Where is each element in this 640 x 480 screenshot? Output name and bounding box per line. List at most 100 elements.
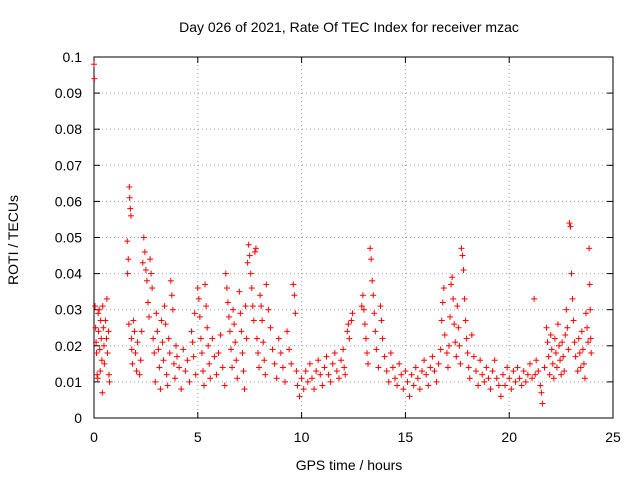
x-tick-label: 5 xyxy=(194,429,202,445)
x-tick-label: 25 xyxy=(605,429,621,445)
chart-title: Day 026 of 2021, Rate Of TEC Index for r… xyxy=(179,19,519,35)
data-point xyxy=(456,342,463,349)
data-point xyxy=(126,194,133,201)
data-point xyxy=(105,371,112,378)
data-point xyxy=(130,317,137,324)
data-point xyxy=(260,339,267,346)
y-tick-label: 0.05 xyxy=(55,230,82,246)
data-point xyxy=(259,317,266,324)
data-point xyxy=(567,223,574,230)
data-point xyxy=(194,285,201,292)
data-point xyxy=(142,266,149,273)
data-point xyxy=(293,368,300,375)
x-tick-label: 10 xyxy=(294,429,310,445)
data-point xyxy=(365,360,372,367)
data-point xyxy=(560,353,567,360)
data-point xyxy=(231,321,238,328)
data-point xyxy=(209,335,216,342)
data-point xyxy=(437,346,444,353)
data-point xyxy=(246,252,253,259)
data-point xyxy=(571,339,578,346)
data-point xyxy=(213,371,220,378)
data-point xyxy=(470,353,477,360)
data-point xyxy=(504,364,511,371)
axis-ticks xyxy=(93,56,614,419)
data-point xyxy=(475,382,482,389)
data-point xyxy=(524,371,531,378)
data-point xyxy=(583,310,590,317)
data-point xyxy=(360,306,367,313)
data-point xyxy=(580,360,587,367)
data-point xyxy=(240,368,247,375)
data-point xyxy=(321,364,328,371)
data-point xyxy=(238,328,245,335)
data-point xyxy=(427,364,434,371)
data-point xyxy=(98,357,105,364)
data-point xyxy=(489,368,496,375)
data-point xyxy=(147,256,154,263)
data-point xyxy=(198,350,205,357)
data-point xyxy=(151,350,158,357)
data-point xyxy=(204,324,211,331)
data-point xyxy=(291,292,298,299)
data-point xyxy=(191,310,198,317)
data-point xyxy=(479,371,486,378)
data-point xyxy=(406,393,413,400)
data-point xyxy=(563,306,570,313)
data-point xyxy=(584,324,591,331)
data-point xyxy=(93,339,100,346)
data-point xyxy=(576,350,583,357)
data-point xyxy=(102,317,109,324)
data-point xyxy=(136,371,143,378)
data-point xyxy=(277,350,284,357)
data-point xyxy=(100,324,107,331)
data-point xyxy=(379,335,386,342)
data-point xyxy=(95,328,102,335)
data-point xyxy=(472,368,479,375)
data-point xyxy=(300,386,307,393)
data-point xyxy=(419,368,426,375)
data-point xyxy=(485,375,492,382)
data-point xyxy=(127,212,134,219)
data-point xyxy=(143,277,150,284)
data-point xyxy=(362,335,369,342)
data-point xyxy=(392,375,399,382)
data-point xyxy=(368,256,375,263)
data-point xyxy=(327,378,334,385)
data-point xyxy=(537,382,544,389)
data-point xyxy=(215,350,222,357)
data-point xyxy=(124,270,131,277)
data-point xyxy=(363,350,370,357)
data-point xyxy=(304,378,311,385)
data-point xyxy=(92,324,99,331)
data-point xyxy=(197,335,204,342)
data-point xyxy=(140,234,147,241)
data-point xyxy=(245,241,252,248)
data-point xyxy=(526,360,533,367)
data-point xyxy=(313,368,320,375)
data-point xyxy=(543,324,550,331)
data-point xyxy=(385,378,392,385)
data-point xyxy=(518,382,525,389)
data-point xyxy=(451,321,458,328)
data-point xyxy=(250,317,257,324)
data-point xyxy=(429,353,436,360)
data-point xyxy=(168,292,175,299)
data-point xyxy=(477,357,484,364)
data-point xyxy=(180,346,187,353)
data-point xyxy=(174,353,181,360)
data-point xyxy=(153,310,160,317)
data-point xyxy=(178,386,185,393)
data-point xyxy=(196,313,203,320)
data-point xyxy=(95,310,102,317)
data-point xyxy=(450,295,457,302)
data-point xyxy=(252,245,259,252)
data-point xyxy=(568,270,575,277)
data-point xyxy=(97,368,104,375)
data-point xyxy=(529,375,536,382)
data-point xyxy=(157,386,164,393)
data-point xyxy=(493,375,500,382)
data-point xyxy=(358,303,365,310)
data-point xyxy=(189,339,196,346)
